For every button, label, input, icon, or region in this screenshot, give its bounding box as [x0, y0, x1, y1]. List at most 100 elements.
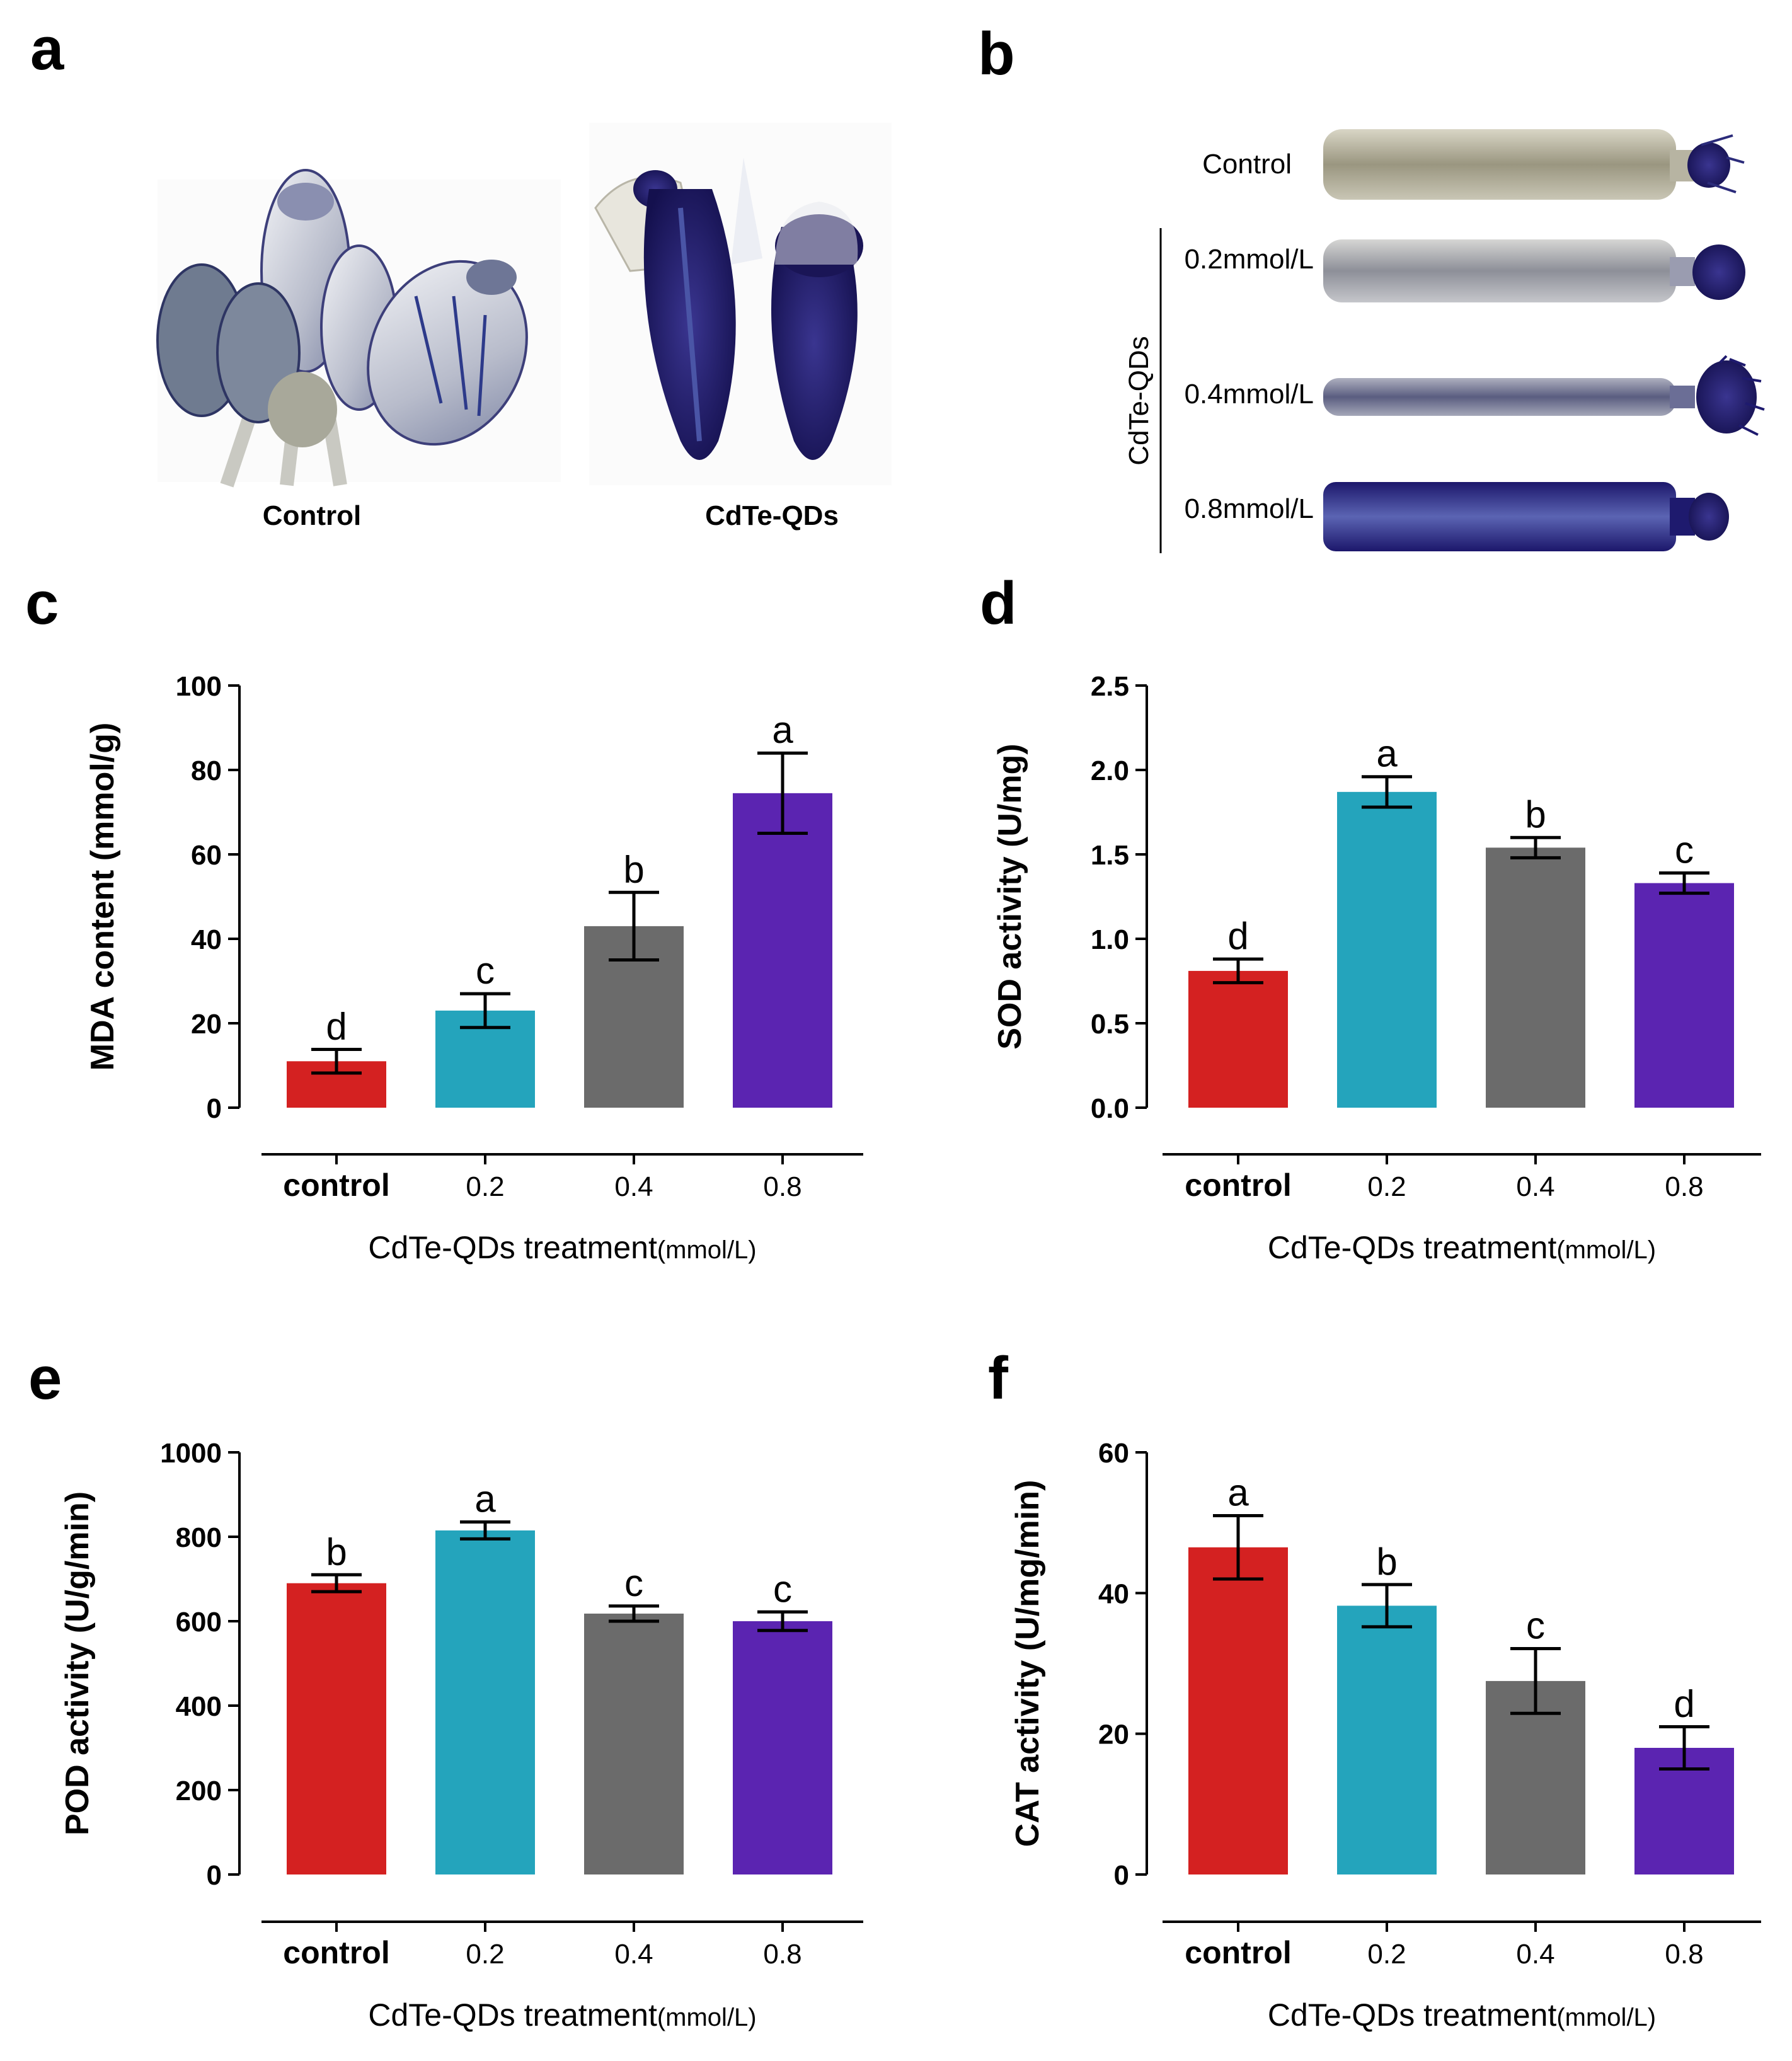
x-axis-title: CdTe-QDs treatment(mmol/L) — [368, 1997, 756, 2033]
bar-0.2 — [435, 1530, 535, 1874]
bar-0.8 — [1634, 883, 1734, 1108]
significance-letter: b — [326, 1530, 347, 1573]
cat-chart: 0 20 40 60 CAT activity (U/mg/min) a control b 0… — [1009, 1438, 1761, 2033]
x-axis-title-main: CdTe-QDs treatment — [1268, 1997, 1557, 2033]
x-tick-label: 0.2 — [466, 1171, 504, 1202]
panel-label-e: e — [28, 1345, 62, 1412]
x-tick-label: 0.2 — [1367, 1171, 1406, 1202]
y-tick-label: 2.5 — [1091, 671, 1129, 702]
x-tick-label: 0.4 — [1516, 1939, 1554, 1970]
bar-0.2 — [1337, 1605, 1437, 1874]
x-tick-label: 0.8 — [1665, 1939, 1703, 1970]
significance-letter: c — [476, 950, 495, 992]
y-tick-label: 0.0 — [1091, 1093, 1129, 1124]
significance-letter: b — [623, 848, 644, 890]
cdte-flower-caption: CdTe-QDs — [705, 500, 839, 531]
y-axis-title: SOD activity (U/mg) — [992, 743, 1028, 1049]
x-tick-label: 0.4 — [614, 1939, 653, 1970]
y-tick-label: 40 — [1098, 1578, 1129, 1609]
control-flower-photo — [156, 169, 561, 488]
x-axis-title: CdTe-QDs treatment(mmol/L) — [368, 1230, 756, 1265]
pollen-tube-0.8 — [1323, 482, 1729, 551]
panel-label-a: a — [30, 15, 64, 83]
significance-letter: b — [1376, 1541, 1397, 1583]
y-tick-label: 1000 — [160, 1438, 222, 1469]
y-tick-label: 100 — [176, 671, 222, 702]
panel-label-d: d — [980, 570, 1017, 637]
x-axis-title-main: CdTe-QDs treatment — [368, 1997, 657, 2033]
bar-control — [1188, 970, 1288, 1108]
control-flower-caption: Control — [263, 500, 361, 531]
y-tick-label: 2.0 — [1091, 755, 1129, 786]
cdte-flower-photo — [589, 123, 892, 485]
y-tick-label: 20 — [191, 1009, 222, 1040]
y-tick-label: 80 — [191, 755, 222, 786]
x-axis-title-unit: (mmol/L) — [657, 1236, 757, 1264]
y-tick-label: 1.5 — [1091, 840, 1129, 871]
significance-letter: b — [1525, 793, 1546, 835]
x-tick-label: 0.4 — [614, 1171, 653, 1202]
x-tick-label: control — [283, 1935, 389, 1970]
significance-letter: a — [1376, 733, 1398, 775]
panel-label-c: c — [25, 570, 59, 637]
x-axis-title-unit: (mmol/L) — [657, 2004, 757, 2031]
y-tick-label: 0 — [1114, 1860, 1129, 1891]
y-tick-label: 60 — [191, 840, 222, 871]
panel-label-b: b — [978, 20, 1015, 88]
bar-0.4 — [584, 1613, 684, 1874]
y-tick-label: 0 — [207, 1860, 222, 1891]
cdte-group-label: CdTe-QDs — [1123, 336, 1154, 465]
bar-0.2 — [1337, 791, 1437, 1108]
y-tick-label: 400 — [176, 1691, 222, 1722]
significance-letter: d — [1674, 1683, 1694, 1725]
x-axis-title: CdTe-QDs treatment(mmol/L) — [1268, 1997, 1656, 2033]
y-axis-title: POD activity (U/g/min) — [59, 1491, 96, 1835]
y-tick-label: 60 — [1098, 1438, 1129, 1469]
y-tick-label: 1.0 — [1091, 924, 1129, 955]
y-tick-label: 200 — [176, 1776, 222, 1806]
bar-control — [287, 1583, 386, 1874]
x-tick-label: control — [1185, 1168, 1291, 1203]
x-tick-label: 0.8 — [763, 1939, 801, 1970]
x-tick-label: 0.2 — [1367, 1939, 1406, 1970]
y-tick-label: 800 — [176, 1522, 222, 1553]
y-axis-title: MDA content (mmol/g) — [84, 723, 121, 1071]
panel-label-f: f — [988, 1345, 1009, 1412]
pollen-tube-control — [1323, 129, 1745, 200]
bar-0.8 — [733, 1621, 832, 1874]
y-tick-label: 40 — [191, 924, 222, 955]
significance-letter: d — [1227, 915, 1248, 957]
pollen-row-label-0.8: 0.8mmol/L — [1185, 493, 1314, 524]
x-axis-title-unit: (mmol/L) — [1556, 2004, 1656, 2031]
x-axis-title-main: CdTe-QDs treatment — [368, 1230, 657, 1265]
pollen-row-label-0.2: 0.2mmol/L — [1185, 244, 1314, 275]
mda-chart: 0 20 40 60 80 100 MDA content (mmol/g) d control… — [84, 671, 863, 1265]
significance-letter: d — [326, 1006, 347, 1048]
bar-0.8 — [733, 793, 832, 1108]
sod-chart: 0.0 0.5 1.0 1.5 2.0 2.5 SOD activity (U/mg) d co… — [992, 671, 1761, 1265]
x-tick-label: 0.2 — [466, 1939, 504, 1970]
y-tick-label: 20 — [1098, 1719, 1129, 1750]
significance-letter: a — [474, 1478, 496, 1520]
y-tick-label: 0 — [207, 1093, 222, 1124]
x-axis-title-unit: (mmol/L) — [1556, 1236, 1656, 1264]
y-tick-label: 600 — [176, 1607, 222, 1638]
bar-0.4 — [1486, 847, 1585, 1108]
significance-letter: c — [773, 1568, 792, 1610]
significance-letter: a — [1227, 1472, 1249, 1514]
pod-chart: 0 200 400 600 800 1000 POD activity (U/g/min) b… — [59, 1438, 863, 2033]
significance-letter: c — [624, 1562, 643, 1604]
x-tick-label: control — [283, 1168, 389, 1203]
significance-letter: c — [1675, 829, 1694, 871]
significance-letter: a — [772, 709, 793, 751]
x-tick-label: 0.8 — [1665, 1171, 1703, 1202]
significance-letter: c — [1526, 1605, 1545, 1647]
pollen-row-label-0.4: 0.4mmol/L — [1185, 379, 1314, 410]
y-tick-label: 0.5 — [1091, 1009, 1129, 1040]
y-axis-title: CAT activity (U/mg/min) — [1009, 1480, 1046, 1847]
pollen-row-label-control: Control — [1202, 149, 1292, 180]
x-tick-label: control — [1185, 1935, 1291, 1970]
x-axis-title: CdTe-QDs treatment(mmol/L) — [1268, 1230, 1656, 1265]
bar-control — [1188, 1547, 1288, 1874]
